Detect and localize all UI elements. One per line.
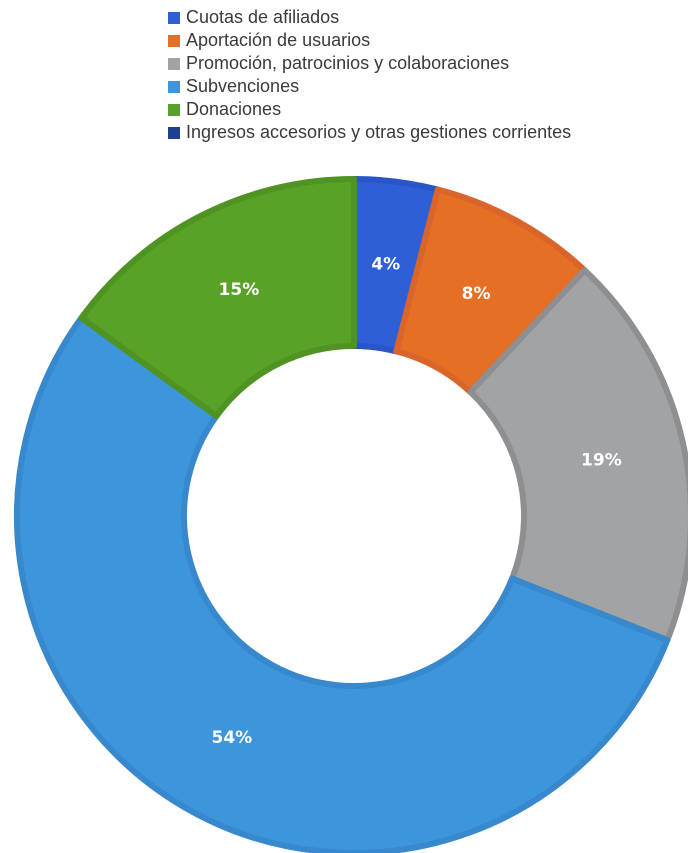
legend-item: Promoción, patrocinios y colaboraciones [168, 52, 571, 75]
slice-label: 8% [462, 284, 491, 304]
legend-swatch [168, 126, 180, 139]
legend-label: Promoción, patrocinios y colaboraciones [186, 53, 510, 73]
slice-label: 54% [212, 728, 253, 748]
legend-label: Ingresos accesorios y otras gestiones co… [186, 122, 572, 142]
legend-item: Subvenciones [168, 75, 571, 98]
donut-slice [14, 314, 671, 853]
legend-swatch [168, 57, 180, 70]
legend-item: Donaciones [168, 98, 571, 121]
legend-swatch [168, 80, 180, 93]
legend-label: Aportación de usuarios [186, 30, 371, 50]
donut-slice [78, 176, 357, 420]
slice-label: 4% [371, 254, 400, 274]
slice-label: 19% [581, 451, 622, 471]
donut-slice [467, 267, 688, 644]
legend-item: Ingresos accesorios y otras gestiones co… [168, 121, 571, 144]
slice-label: 15% [219, 280, 260, 300]
legend-swatch [168, 103, 180, 116]
legend-item: Aportación de usuarios [168, 29, 571, 52]
chart-legend: Cuotas de afiliados Aportación de usuario… [168, 6, 571, 144]
legend-item: Cuotas de afiliados [168, 6, 571, 29]
legend-label: Subvenciones [186, 76, 300, 96]
legend-swatch [168, 11, 180, 24]
legend-label: Cuotas de afiliados [186, 7, 340, 27]
legend-label: Donaciones [186, 99, 282, 119]
legend-swatch [168, 34, 180, 47]
